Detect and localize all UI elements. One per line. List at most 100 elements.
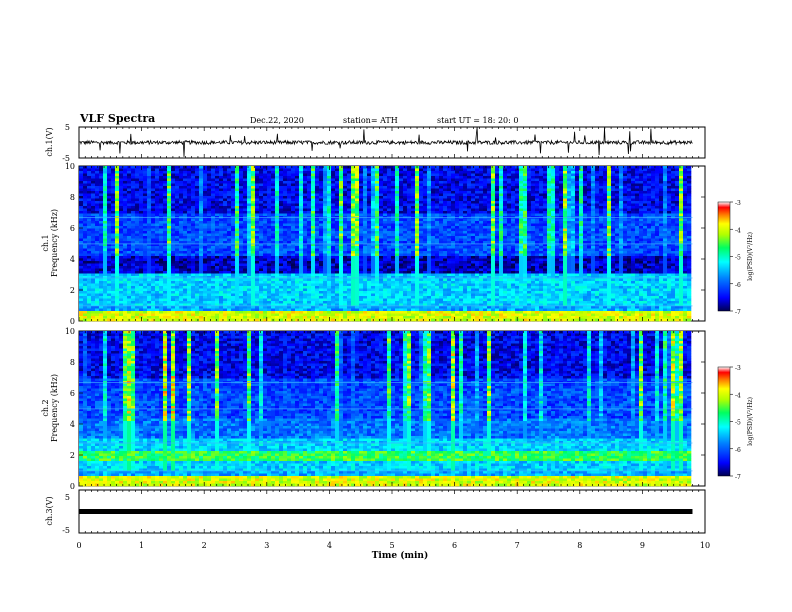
spectrogram-cell	[419, 201, 424, 204]
spectrogram-cell	[603, 221, 608, 224]
spectrogram-cell	[99, 211, 104, 214]
spectrogram-cell	[407, 231, 412, 234]
spectrogram-cell	[667, 188, 672, 192]
spectrogram-cell	[663, 173, 668, 177]
spectrogram-cell	[587, 173, 592, 177]
spectrogram-cell	[415, 186, 420, 189]
spectrogram-cell	[227, 221, 232, 224]
spectrogram-cell	[231, 191, 236, 194]
spectrogram-cell	[227, 243, 232, 247]
spectrogram-cell	[163, 173, 168, 177]
spectrogram-cell	[619, 233, 624, 237]
spectrogram-cell	[415, 201, 420, 204]
spectrogram-cell	[131, 206, 136, 209]
spectrogram-cell	[243, 186, 248, 189]
spectrogram-cell	[599, 168, 604, 172]
spectrogram-cell	[515, 226, 520, 229]
spectrogram-cell	[507, 198, 512, 202]
spectrogram-cell	[335, 228, 340, 232]
spectrogram-cell	[83, 208, 88, 212]
spectrogram-cell	[347, 183, 352, 187]
spectrogram-cell	[175, 181, 180, 184]
spectrogram-cell	[663, 236, 668, 239]
spectrogram-cell	[387, 188, 392, 192]
spectrogram-cell	[479, 191, 484, 194]
spectrogram-cell	[163, 166, 168, 169]
spectrogram-cell	[543, 191, 548, 194]
spectrogram-cell	[207, 221, 212, 224]
spectrogram-cell	[135, 183, 140, 187]
spectrogram-cell	[243, 203, 248, 207]
spectrogram-cell	[547, 211, 552, 214]
spectrogram-cell	[91, 201, 96, 204]
spectrogram-cell	[87, 178, 92, 182]
spectrogram-cell	[407, 228, 412, 232]
spectrogram-cell	[215, 178, 220, 182]
spectrogram-cell	[203, 196, 208, 199]
spectrogram-cell	[599, 178, 604, 182]
spectrogram-cell	[247, 173, 252, 177]
spectrogram-cell	[311, 213, 316, 217]
spectrogram-cell	[627, 236, 632, 239]
spectrogram-cell	[311, 173, 316, 177]
spectrogram-cell	[643, 183, 648, 187]
spectrogram-cell	[579, 171, 584, 174]
spectrogram-cell	[163, 178, 168, 182]
spectrogram-cell	[651, 193, 656, 197]
spectrogram-cell	[155, 206, 160, 209]
spectrogram-cell	[687, 206, 692, 209]
spectrogram-cell	[127, 223, 132, 227]
spectrogram-cell	[347, 208, 352, 212]
spectrogram-cell	[287, 231, 292, 234]
spectrogram-cell	[395, 211, 400, 214]
spectrogram-cell	[335, 166, 340, 169]
spectrogram-cell	[95, 223, 100, 227]
spectrogram-cell	[335, 183, 340, 187]
spectrogram-cell	[659, 168, 664, 172]
spectrogram-cell	[111, 241, 116, 244]
spectrogram-cell	[347, 206, 352, 209]
spectrogram-cell	[503, 238, 508, 242]
spectrogram-cell	[515, 183, 520, 187]
spectrogram-cell	[103, 206, 108, 209]
spectrogram-cell	[571, 203, 576, 207]
spectrogram-cell	[307, 213, 312, 217]
spectrogram-cell	[151, 233, 156, 237]
spectrogram-cell	[347, 196, 352, 199]
spectrogram-cell	[175, 166, 180, 169]
spectrogram-cell	[683, 241, 688, 244]
spectrogram-cell	[295, 211, 300, 214]
spectrogram-cell	[263, 213, 268, 217]
spectrogram-cell	[483, 166, 488, 169]
spectrogram-cell	[539, 218, 544, 222]
spectrogram-cell	[147, 181, 152, 184]
spectrogram-cell	[479, 226, 484, 229]
spectrogram-cell	[379, 231, 384, 234]
spectrogram-cell	[299, 211, 304, 214]
spectrogram-cell	[375, 201, 380, 204]
spectrogram-cell	[347, 173, 352, 177]
spectrogram-cell	[103, 186, 108, 189]
spectrogram-cell	[611, 218, 616, 222]
spectrogram-cell	[483, 196, 488, 199]
spectrogram-cell	[683, 191, 688, 194]
spectrogram-cell	[411, 223, 416, 227]
spectrogram-cell	[491, 228, 496, 232]
spectrogram-cell	[207, 168, 212, 172]
spectrogram-cell	[259, 206, 264, 209]
spectrogram-cell	[359, 238, 364, 242]
spectrogram-cell	[571, 226, 576, 229]
spectrogram-cell	[155, 201, 160, 204]
spectrogram-cell	[331, 231, 336, 234]
spectrogram-cell	[387, 221, 392, 224]
spectrogram-cell	[187, 183, 192, 187]
spectrogram-cell	[187, 241, 192, 244]
spectrogram-cell	[171, 201, 176, 204]
spectrogram-cell	[623, 213, 628, 217]
spectrogram-cell	[575, 191, 580, 194]
spectrogram-cell	[367, 181, 372, 184]
spectrogram-cell	[507, 221, 512, 224]
spectrogram-cell	[307, 198, 312, 202]
spectrogram-cell	[495, 183, 500, 187]
spectrogram-cell	[419, 236, 424, 239]
